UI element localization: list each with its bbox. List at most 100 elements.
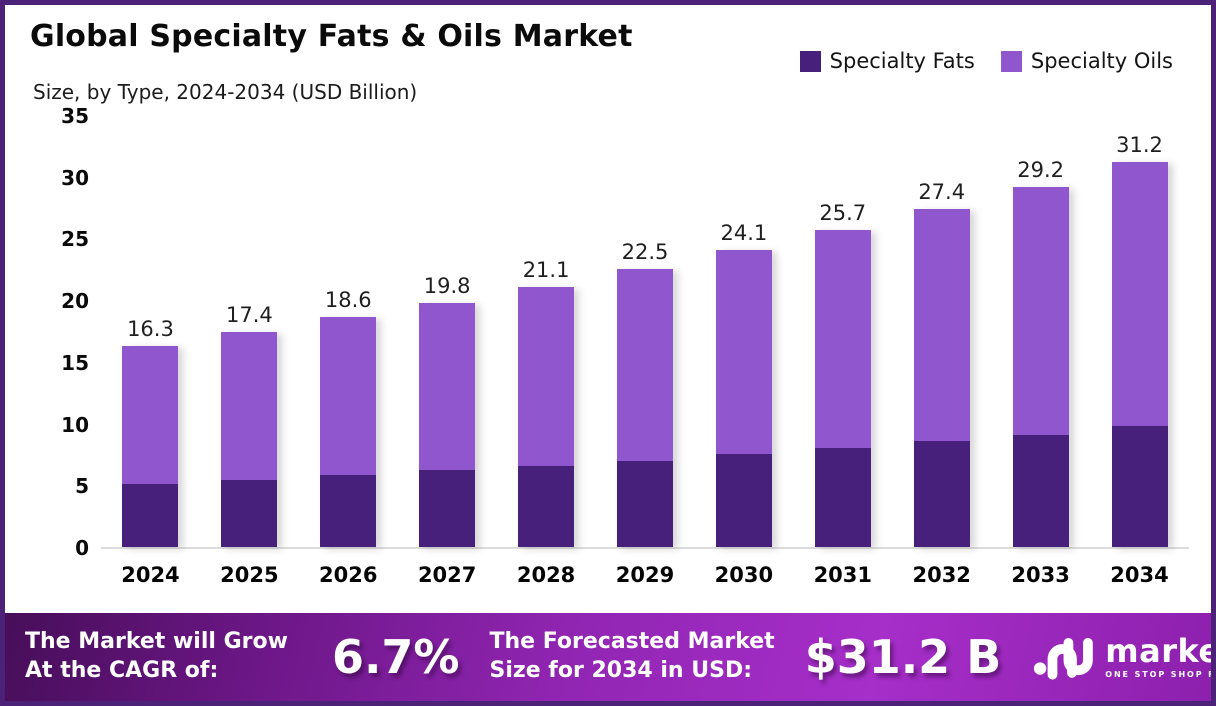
bar-total-label: 17.4 <box>225 303 273 328</box>
bar-column-2029: 22.5 <box>596 117 695 547</box>
bar-total-label: 27.4 <box>918 179 966 204</box>
bar-segment-specialty-fats <box>913 440 970 547</box>
x-tick-label-2031: 2031 <box>813 563 873 587</box>
bar-segment-specialty-oils <box>616 269 673 461</box>
bar-stack <box>1012 186 1069 547</box>
bar-total-label: 31.2 <box>1116 132 1163 157</box>
bar-segment-specialty-fats <box>518 465 575 547</box>
brand-tagline: ONE STOP SHOP FOR THE REPORTS <box>1105 670 1216 679</box>
forecast-caption: The Forecasted Market Size for 2034 in U… <box>490 628 775 685</box>
bar-segment-specialty-oils <box>814 229 871 449</box>
brand-logo: market.us ONE STOP SHOP FOR THE REPORTS <box>1033 631 1216 683</box>
bar-column-2034: 31.2 <box>1090 117 1189 547</box>
x-tick-label-2032: 2032 <box>912 563 971 587</box>
legend-label: Specialty Oils <box>1030 49 1173 73</box>
bar-segment-specialty-oils <box>1012 186 1069 435</box>
y-tick-label: 0 <box>75 536 89 560</box>
y-tick-label: 25 <box>61 227 89 252</box>
forecast-value: $31.2 B <box>804 630 1002 684</box>
bar-segment-specialty-oils <box>221 332 278 481</box>
x-tick-label-2034: 2034 <box>1110 563 1169 587</box>
bar-column-2024: 16.3 <box>101 117 200 547</box>
x-tick-label-2026: 2026 <box>319 563 378 587</box>
plot-area: 16.3 17.4 18.6 19.8 21.1 22.5 24.1 25.7 27.4 29.2… <box>101 117 1189 549</box>
legend-label: Specialty Fats <box>829 49 975 73</box>
x-tick-label-2033: 2033 <box>1011 563 1070 587</box>
bar-total-label: 21.1 <box>522 257 570 282</box>
page-title: Global Specialty Fats & Oils Market <box>30 19 633 54</box>
bar-segment-specialty-fats <box>320 475 377 547</box>
market-us-wave-icon <box>1034 637 1094 680</box>
brand-name: market.us <box>1105 632 1211 670</box>
bar-column-2027: 19.8 <box>398 117 497 547</box>
legend-swatch-icon <box>799 50 821 72</box>
bar-stack <box>122 345 179 547</box>
bar-stack <box>616 269 673 547</box>
bar-column-2026: 18.6 <box>299 117 398 547</box>
legend-item-specialty-oils: Specialty Oils <box>1000 49 1173 73</box>
x-tick-label-2029: 2029 <box>615 563 675 587</box>
brand-text: market.us ONE STOP SHOP FOR THE REPORTS <box>1105 632 1216 679</box>
cagr-caption-line1: The Market will Grow <box>25 629 288 655</box>
cagr-value: 6.7% <box>331 630 460 684</box>
bar-segment-specialty-fats <box>715 454 772 547</box>
bar-segment-specialty-oils <box>913 208 970 441</box>
cagr-caption-line2: At the CAGR of: <box>25 658 219 683</box>
bar-stack <box>1111 161 1168 547</box>
bar-segment-specialty-fats <box>122 484 179 547</box>
cagr-caption: The Market will Grow At the CAGR of: <box>25 628 288 685</box>
bar-total-label: 29.2 <box>1017 157 1064 182</box>
legend-item-specialty-fats: Specialty Fats <box>799 49 975 73</box>
bar-segment-specialty-fats <box>1111 426 1168 547</box>
chart-legend: Specialty Fats Specialty Oils <box>799 49 1173 73</box>
bar-total-label: 18.6 <box>324 288 372 313</box>
bar-stack <box>419 302 476 547</box>
bar-column-2031: 25.7 <box>793 117 892 547</box>
bar-total-label: 25.7 <box>819 200 867 225</box>
bar-stack <box>320 317 377 547</box>
x-tick-label-2027: 2027 <box>417 563 477 587</box>
bar-segment-specialty-oils <box>1111 161 1168 427</box>
bar-column-2030: 24.1 <box>694 117 793 547</box>
y-tick-label: 35 <box>61 104 89 128</box>
y-tick-label: 15 <box>61 350 89 375</box>
x-tick-label-2030: 2030 <box>714 563 774 587</box>
bar-segment-specialty-fats <box>814 448 871 547</box>
x-tick-label-2024: 2024 <box>121 563 180 587</box>
bar-total-label: 19.8 <box>423 273 471 298</box>
y-tick-label: 20 <box>61 289 89 314</box>
bar-stack <box>913 208 970 547</box>
bar-segment-specialty-oils <box>320 317 377 476</box>
bar-segment-specialty-fats <box>1012 434 1069 547</box>
bar-column-2025: 17.4 <box>200 117 299 547</box>
x-tick-label-2028: 2028 <box>516 563 576 587</box>
bar-segment-specialty-oils <box>715 249 772 455</box>
bar-total-label: 16.3 <box>127 316 174 341</box>
bar-column-2028: 21.1 <box>497 117 596 547</box>
bar-segment-specialty-oils <box>122 345 179 485</box>
bar-total-label: 24.1 <box>720 220 768 245</box>
footer-banner: The Market will Grow At the CAGR of: 6.7… <box>5 613 1211 701</box>
y-tick-label: 5 <box>75 474 89 499</box>
bar-column-2032: 27.4 <box>892 117 991 547</box>
page-subtitle: Size, by Type, 2024-2034 (USD Billion) <box>33 80 418 104</box>
forecast-caption-line2: Size for 2034 in USD: <box>489 658 753 683</box>
x-axis: 2024 2025 2026 2027 2028 2029 2030 2031 2032 2033… <box>101 563 1189 587</box>
bar-segment-specialty-fats <box>616 460 673 547</box>
bar-segment-specialty-oils <box>518 286 575 466</box>
x-tick-label-2025: 2025 <box>220 563 279 587</box>
bar-total-label: 22.5 <box>621 240 669 265</box>
bar-column-2033: 29.2 <box>991 117 1090 547</box>
forecast-caption-line1: The Forecasted Market <box>489 629 775 655</box>
bars-row: 16.3 17.4 18.6 19.8 21.1 22.5 24.1 25.7 27.4 29.2… <box>101 117 1189 547</box>
y-tick-label: 30 <box>61 165 89 190</box>
bar-stack <box>715 249 772 547</box>
y-axis: 35 30 25 20 15 10 5 0 <box>27 104 89 560</box>
bar-stack <box>814 229 871 547</box>
bar-segment-specialty-oils <box>419 302 476 471</box>
bar-stack <box>518 286 575 547</box>
bar-segment-specialty-fats <box>221 480 278 547</box>
y-tick-label: 10 <box>61 412 89 437</box>
bar-segment-specialty-fats <box>419 470 476 547</box>
